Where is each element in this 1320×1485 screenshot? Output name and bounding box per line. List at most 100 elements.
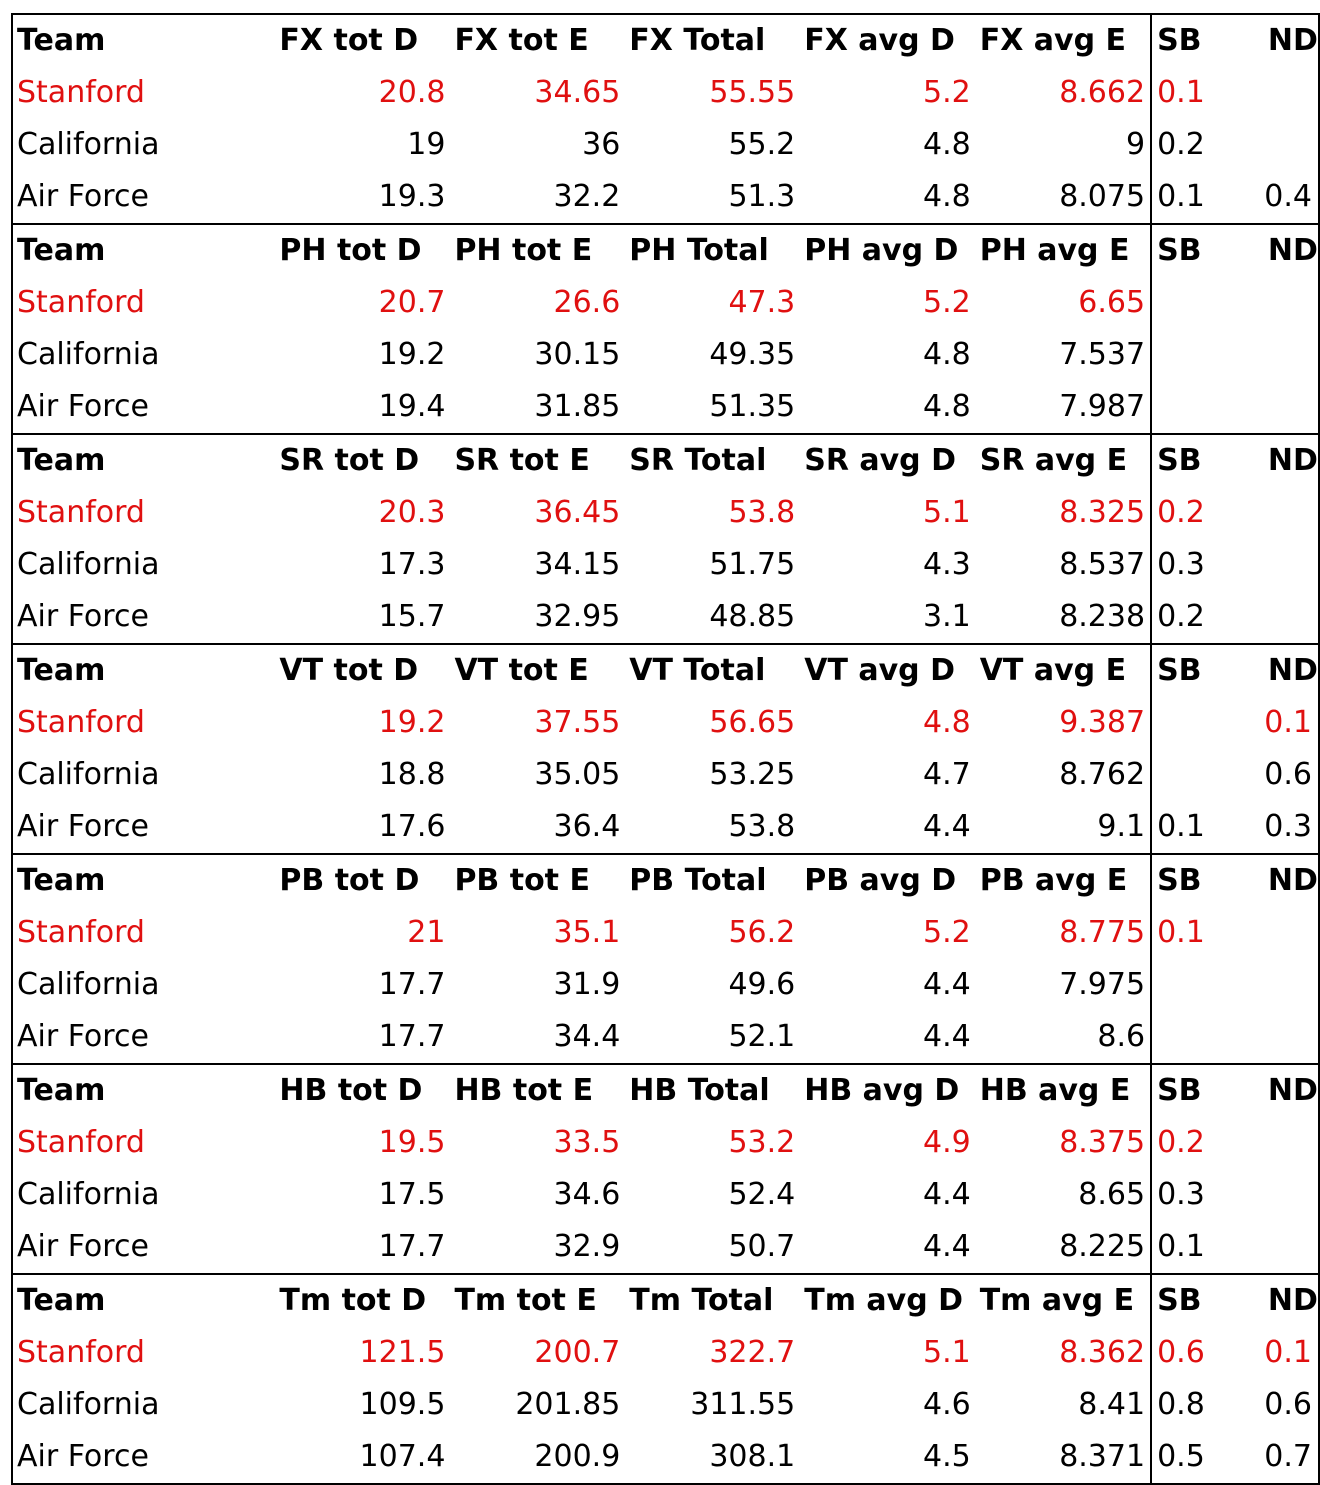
column-header-nd: ND <box>1267 23 1318 58</box>
cell-tot-d: 19.2 <box>378 705 446 740</box>
cell-sb <box>1150 1011 1234 1064</box>
cell-tot-d: 19.5 <box>378 1125 446 1160</box>
column-header-avg-d: SR avg D <box>800 433 976 487</box>
cell-tot-e: 34.65 <box>534 75 621 110</box>
cell-avg-e: 8.362 <box>1059 1335 1146 1370</box>
cell-nd <box>1234 539 1319 591</box>
column-header-avg-e: HB avg E <box>975 1063 1152 1117</box>
cell-tot-d: 107.4 <box>359 1439 446 1474</box>
team-name-cell: Air Force <box>17 1229 149 1264</box>
cell-nd: 0.6 <box>1264 1387 1312 1422</box>
column-header-avg-d: HB avg D <box>800 1063 976 1117</box>
cell-avg-e: 7.537 <box>1059 337 1146 372</box>
table-row: California 19.2 30.15 49.35 4.8 7.537 <box>12 329 1319 381</box>
cell-avg-e: 8.325 <box>1059 495 1146 530</box>
table-row: Air Force 17.7 32.9 50.7 4.4 8.225 0.1 <box>12 1221 1319 1274</box>
column-header-sb: SB <box>1150 433 1234 487</box>
cell-avg-e: 8.225 <box>1059 1229 1146 1264</box>
cell-avg-d: 4.8 <box>923 179 971 214</box>
cell-nd <box>1234 381 1319 434</box>
cell-total: 48.85 <box>709 599 796 634</box>
cell-tot-e: 32.9 <box>553 1229 621 1264</box>
cell-avg-e: 9 <box>1125 127 1146 162</box>
table-row: Stanford 20.8 34.65 55.55 5.2 8.662 0.1 <box>12 67 1319 119</box>
cell-total: 53.8 <box>728 495 796 530</box>
cell-sb: 0.2 <box>1150 1117 1234 1169</box>
cell-tot-e: 26.6 <box>553 285 621 320</box>
table-row: Stanford 20.7 26.6 47.3 5.2 6.65 <box>12 277 1319 329</box>
team-name-cell: California <box>17 967 160 1002</box>
cell-nd <box>1234 907 1319 959</box>
cell-tot-d: 20.7 <box>378 285 446 320</box>
cell-tot-d: 19.2 <box>378 337 446 372</box>
cell-avg-e: 8.375 <box>1059 1125 1146 1160</box>
cell-tot-e: 200.9 <box>534 1439 621 1474</box>
column-header-sb: SB <box>1150 1063 1234 1117</box>
column-header-total: Tm Total <box>625 1273 801 1327</box>
cell-avg-d: 4.8 <box>923 127 971 162</box>
cell-nd: 0.1 <box>1264 705 1312 740</box>
column-header-nd: ND <box>1233 643 1319 697</box>
cell-nd <box>1234 1221 1319 1274</box>
table-body: Team FX tot D FX tot E FX Total FX avg D FX a… <box>12 14 1319 1484</box>
team-name-cell: Air Force <box>17 179 149 214</box>
cell-avg-e: 8.65 <box>1078 1177 1146 1212</box>
cell-nd <box>1234 329 1319 381</box>
column-header-tot-e: SR tot E <box>450 433 626 487</box>
cell-avg-d: 4.5 <box>923 1439 971 1474</box>
cell-sb <box>1150 381 1234 434</box>
cell-nd <box>1234 1169 1319 1221</box>
cell-avg-d: 4.9 <box>923 1125 971 1160</box>
cell-avg-d: 5.1 <box>923 495 971 530</box>
column-header-team: Team <box>12 223 276 277</box>
cell-tot-e: 35.05 <box>534 757 621 792</box>
column-header-team: Team <box>12 643 276 697</box>
cell-nd <box>1234 67 1319 119</box>
cell-nd: 0.6 <box>1264 757 1312 792</box>
cell-sb: 0.1 <box>1150 801 1234 854</box>
column-header-nd: ND <box>1233 223 1319 277</box>
cell-tot-e: 37.55 <box>534 705 621 740</box>
cell-avg-d: 4.4 <box>923 1177 971 1212</box>
cell-total: 56.2 <box>728 915 796 950</box>
cell-sb: 0.1 <box>1150 171 1234 224</box>
cell-sb <box>1150 277 1234 329</box>
cell-nd: 0.7 <box>1264 1439 1312 1474</box>
cell-total: 47.3 <box>728 285 796 320</box>
cell-sb: 0.1 <box>1150 907 1234 959</box>
column-header-sb: SB <box>1150 223 1234 277</box>
column-header-avg-d: PB avg D <box>800 853 976 907</box>
cell-sb: 0.6 <box>1150 1327 1234 1379</box>
team-name-cell: California <box>17 127 160 162</box>
cell-sb: 0.2 <box>1150 591 1234 644</box>
column-header-tot-e: FX tot E <box>454 23 589 58</box>
column-header-avg-e: FX avg E <box>979 23 1126 58</box>
cell-nd <box>1234 487 1319 539</box>
column-header-nd: ND <box>1233 1063 1319 1117</box>
cell-nd <box>1234 1117 1319 1169</box>
cell-avg-d: 4.4 <box>923 967 971 1002</box>
cell-sb: 0.1 <box>1150 67 1234 119</box>
column-header-sb: SB <box>1150 1273 1234 1327</box>
cell-tot-e: 33.5 <box>553 1125 621 1160</box>
cell-avg-e: 8.075 <box>1059 179 1146 214</box>
column-header-team: Team <box>12 433 276 487</box>
cell-avg-d: 4.4 <box>923 809 971 844</box>
table-row: Stanford 121.5 200.7 322.7 5.1 8.362 0.6 0.1 <box>12 1327 1319 1379</box>
cell-tot-d: 19 <box>407 127 446 162</box>
cell-total: 50.7 <box>728 1229 796 1264</box>
column-header-avg-d: FX avg D <box>804 23 955 58</box>
cell-avg-e: 8.762 <box>1059 757 1146 792</box>
column-header-tot-d: FX tot D <box>279 23 419 58</box>
cell-nd: 0.4 <box>1264 179 1312 214</box>
cell-avg-d: 4.7 <box>923 757 971 792</box>
cell-tot-d: 21 <box>407 915 446 950</box>
team-name-cell: Stanford <box>17 75 145 110</box>
cell-avg-d: 5.2 <box>923 285 971 320</box>
column-header-team: Team <box>17 23 106 58</box>
cell-tot-e: 36.45 <box>534 495 621 530</box>
cell-tot-e: 35.1 <box>553 915 621 950</box>
column-header-sb: SB <box>1150 853 1234 907</box>
team-name-cell: Stanford <box>17 1335 145 1370</box>
cell-tot-e: 32.95 <box>534 599 621 634</box>
